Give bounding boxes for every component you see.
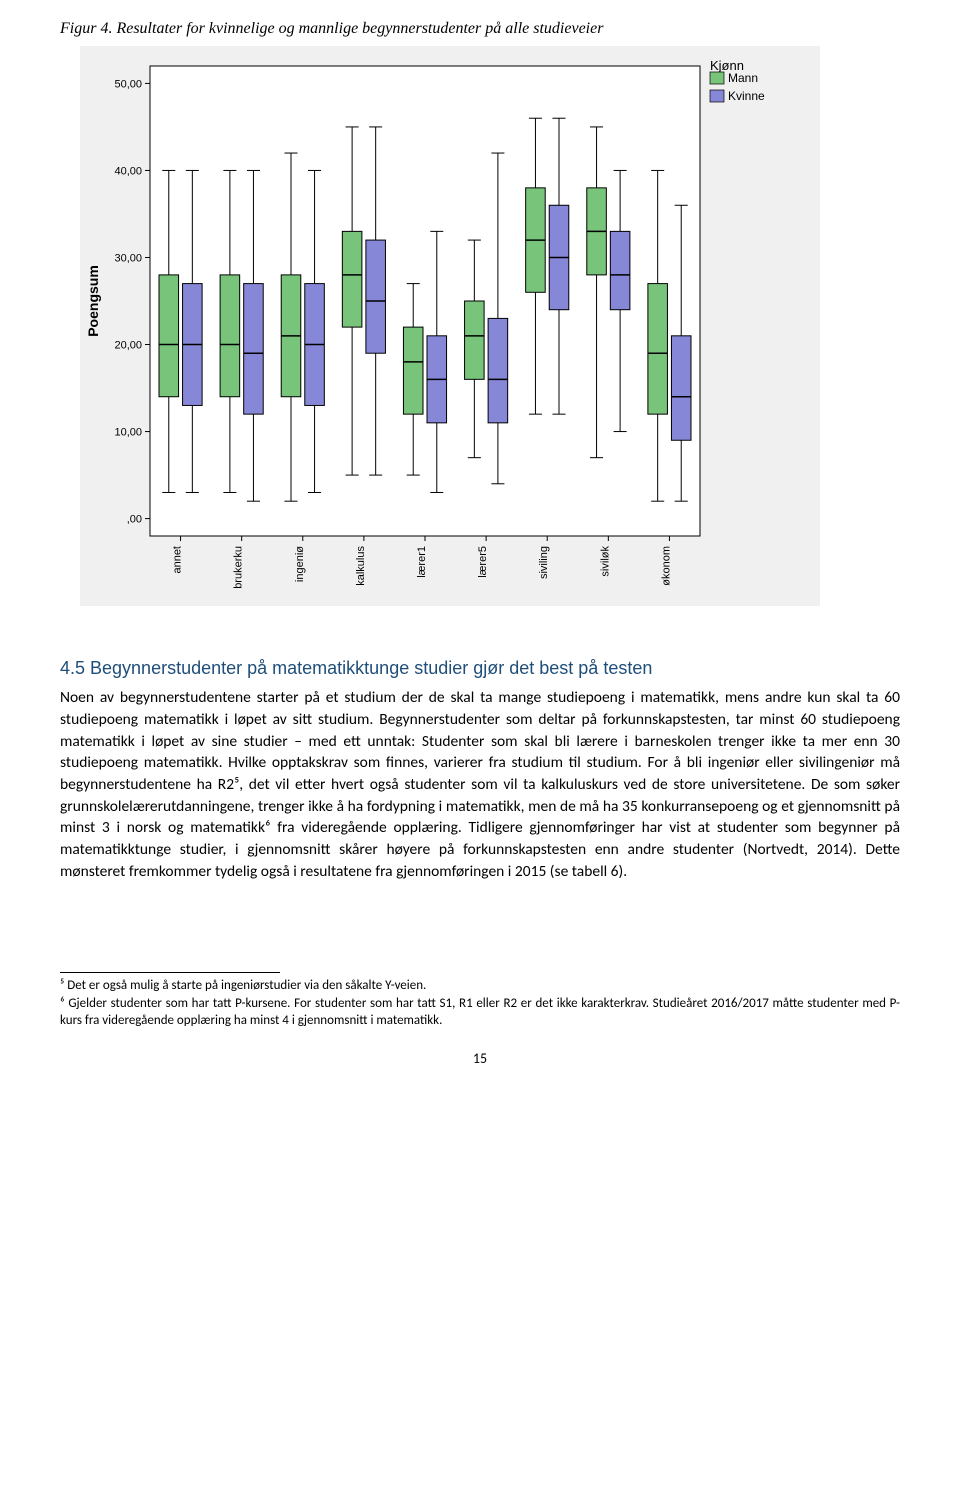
svg-text:lærer1: lærer1: [416, 546, 428, 578]
svg-text:30,00: 30,00: [114, 252, 142, 264]
svg-text:annet: annet: [172, 546, 184, 574]
svg-text:,00: ,00: [127, 514, 142, 526]
svg-text:Kvinne: Kvinne: [728, 89, 765, 103]
svg-text:brukerku: brukerku: [233, 546, 245, 589]
boxplot-chart: ,00 10,00 20,00 30,00 40,00 50,00 Poengsum anne…: [80, 46, 820, 606]
svg-text:20,00: 20,00: [114, 340, 142, 352]
svg-text:lærer5: lærer5: [477, 546, 489, 578]
svg-text:Mann: Mann: [728, 71, 758, 85]
chart-svg: ,00 10,00 20,00 30,00 40,00 50,00 Poengsum anne…: [80, 46, 820, 606]
footnote-separator: [60, 972, 280, 973]
body-paragraph: Noen av begynnerstudentene starter på et…: [60, 687, 900, 882]
svg-text:økonom: økonom: [660, 546, 672, 586]
svg-text:siviløk: siviløk: [599, 546, 611, 577]
svg-text:ingeniø: ingeniø: [294, 546, 306, 582]
figure-caption: Figur 4. Resultater for kvinnelige og ma…: [60, 20, 900, 38]
footnote-5: ⁵ Det er også mulig å starte på ingeniør…: [60, 977, 900, 995]
svg-text:50,00: 50,00: [114, 78, 142, 90]
footnote-6: ⁶ Gjelder studenter som har tatt P-kurse…: [60, 995, 900, 1030]
svg-text:kalkulus: kalkulus: [355, 546, 367, 586]
svg-text:10,00: 10,00: [114, 427, 142, 439]
svg-text:40,00: 40,00: [114, 165, 142, 177]
svg-text:siviling: siviling: [538, 546, 550, 579]
section-heading: 4.5 Begynnerstudenter på matematikktunge…: [60, 656, 900, 681]
page-number: 15: [60, 1050, 900, 1067]
svg-text:Poengsum: Poengsum: [85, 265, 101, 337]
